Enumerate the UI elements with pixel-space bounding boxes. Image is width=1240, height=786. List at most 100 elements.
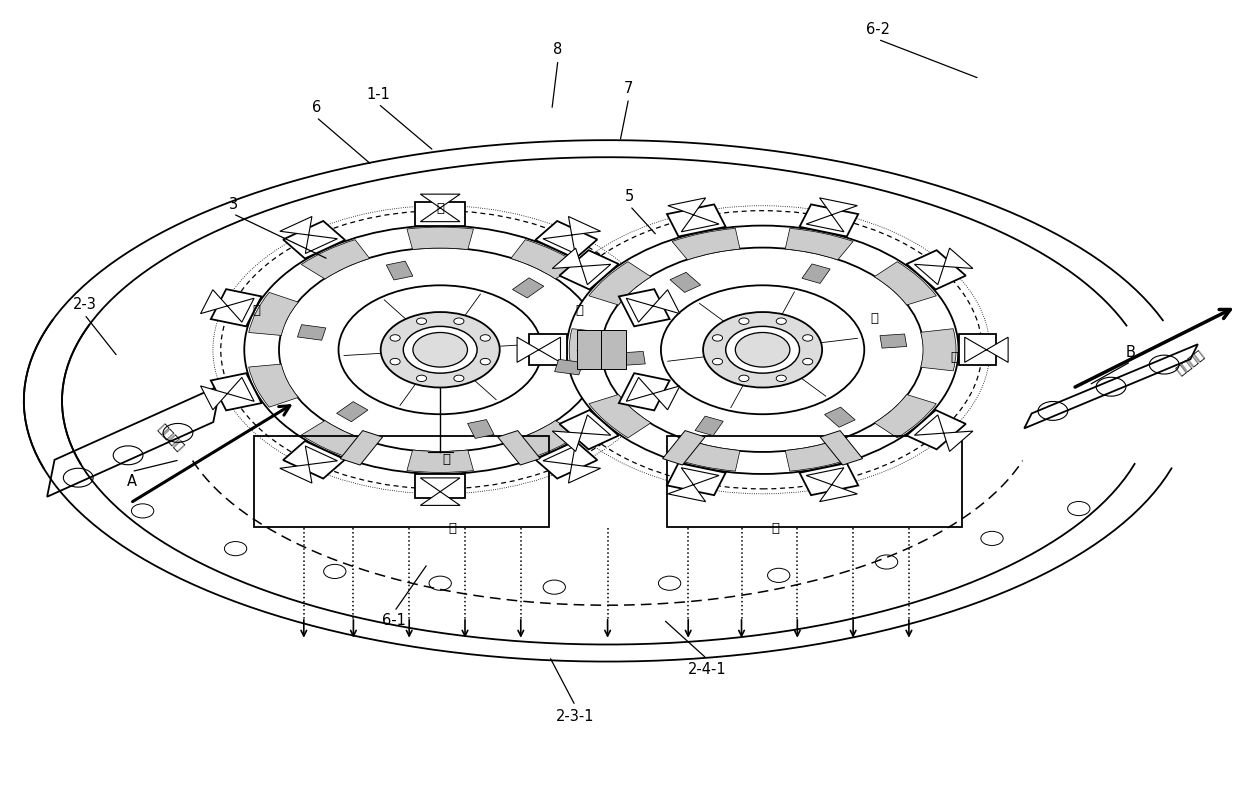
Polygon shape bbox=[201, 290, 254, 322]
Polygon shape bbox=[806, 198, 857, 232]
Polygon shape bbox=[880, 334, 906, 348]
Polygon shape bbox=[283, 441, 345, 479]
Wedge shape bbox=[874, 262, 936, 305]
Text: 秧茎排出: 秧茎排出 bbox=[1174, 348, 1207, 378]
Wedge shape bbox=[672, 439, 740, 471]
Text: 弱: 弱 bbox=[870, 312, 878, 325]
Polygon shape bbox=[800, 463, 858, 495]
Polygon shape bbox=[529, 334, 567, 365]
Text: 强: 强 bbox=[449, 523, 456, 535]
Wedge shape bbox=[301, 240, 370, 279]
Bar bbox=[254, 436, 549, 527]
Text: 弱: 弱 bbox=[443, 454, 450, 466]
Circle shape bbox=[703, 312, 822, 387]
Circle shape bbox=[713, 358, 723, 365]
Bar bbox=[577, 330, 601, 369]
Polygon shape bbox=[280, 216, 337, 254]
Text: 弱: 弱 bbox=[575, 304, 583, 317]
Text: 6-2: 6-2 bbox=[866, 21, 890, 37]
Wedge shape bbox=[582, 364, 631, 407]
Bar bbox=[601, 330, 626, 369]
Text: A: A bbox=[126, 473, 136, 489]
Wedge shape bbox=[407, 227, 474, 250]
Polygon shape bbox=[552, 415, 611, 451]
Polygon shape bbox=[552, 248, 611, 285]
Polygon shape bbox=[415, 202, 465, 226]
Circle shape bbox=[403, 326, 477, 373]
Polygon shape bbox=[802, 264, 830, 284]
Circle shape bbox=[480, 358, 490, 365]
Polygon shape bbox=[280, 446, 337, 483]
Circle shape bbox=[567, 226, 959, 474]
Text: 8: 8 bbox=[553, 42, 563, 57]
Circle shape bbox=[244, 226, 636, 474]
Wedge shape bbox=[301, 421, 370, 460]
Polygon shape bbox=[965, 337, 1008, 362]
Circle shape bbox=[601, 248, 924, 452]
Wedge shape bbox=[589, 395, 651, 438]
Text: 强: 强 bbox=[436, 202, 444, 215]
Circle shape bbox=[391, 335, 401, 341]
Polygon shape bbox=[420, 194, 460, 222]
Circle shape bbox=[417, 375, 427, 381]
Circle shape bbox=[776, 375, 786, 381]
Text: 物料喂入: 物料喂入 bbox=[154, 421, 186, 454]
Wedge shape bbox=[874, 395, 936, 438]
Polygon shape bbox=[619, 351, 645, 365]
Polygon shape bbox=[298, 325, 326, 340]
Circle shape bbox=[391, 358, 401, 365]
Polygon shape bbox=[543, 216, 600, 254]
Wedge shape bbox=[407, 450, 474, 472]
Wedge shape bbox=[920, 329, 956, 371]
Polygon shape bbox=[806, 468, 857, 501]
Polygon shape bbox=[415, 474, 465, 498]
Circle shape bbox=[735, 332, 790, 367]
Polygon shape bbox=[467, 420, 494, 439]
Circle shape bbox=[661, 285, 864, 414]
Polygon shape bbox=[201, 377, 254, 410]
Polygon shape bbox=[420, 478, 460, 505]
Wedge shape bbox=[249, 292, 299, 336]
Polygon shape bbox=[668, 468, 719, 501]
Text: 弱: 弱 bbox=[253, 304, 260, 317]
Text: 2-3: 2-3 bbox=[72, 297, 97, 313]
Circle shape bbox=[417, 318, 427, 325]
Polygon shape bbox=[626, 290, 680, 322]
Text: 6: 6 bbox=[311, 100, 321, 116]
Polygon shape bbox=[211, 373, 262, 410]
Wedge shape bbox=[785, 229, 853, 260]
Polygon shape bbox=[543, 446, 600, 483]
Polygon shape bbox=[667, 204, 725, 237]
Circle shape bbox=[776, 318, 786, 325]
Text: 5: 5 bbox=[625, 189, 635, 204]
Text: B: B bbox=[1126, 344, 1136, 360]
Polygon shape bbox=[696, 416, 723, 435]
Wedge shape bbox=[569, 329, 605, 371]
Circle shape bbox=[739, 318, 749, 325]
Polygon shape bbox=[559, 410, 619, 450]
Wedge shape bbox=[672, 229, 740, 260]
Polygon shape bbox=[559, 250, 619, 289]
Polygon shape bbox=[825, 407, 856, 428]
Polygon shape bbox=[536, 221, 598, 259]
Circle shape bbox=[339, 285, 542, 414]
Polygon shape bbox=[820, 431, 863, 465]
Polygon shape bbox=[626, 377, 680, 410]
Wedge shape bbox=[589, 262, 651, 305]
Polygon shape bbox=[387, 261, 413, 280]
Polygon shape bbox=[662, 431, 706, 465]
Polygon shape bbox=[211, 289, 262, 326]
Circle shape bbox=[802, 335, 812, 341]
Text: 2-3-1: 2-3-1 bbox=[556, 709, 595, 725]
Circle shape bbox=[802, 358, 812, 365]
Circle shape bbox=[713, 335, 723, 341]
Polygon shape bbox=[512, 277, 544, 298]
Polygon shape bbox=[336, 402, 368, 422]
Polygon shape bbox=[667, 463, 725, 495]
Polygon shape bbox=[536, 441, 598, 479]
Wedge shape bbox=[511, 240, 579, 279]
Polygon shape bbox=[517, 337, 560, 362]
Circle shape bbox=[454, 375, 464, 381]
Bar bbox=[667, 436, 962, 527]
Polygon shape bbox=[914, 415, 973, 451]
